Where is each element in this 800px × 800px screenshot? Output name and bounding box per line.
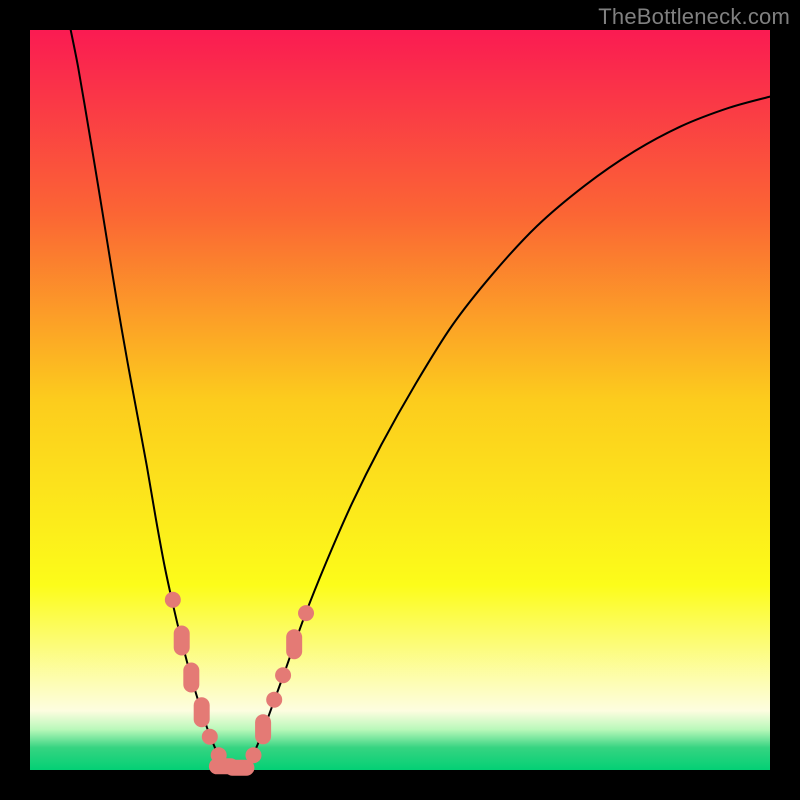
left-curve-path: [71, 30, 232, 770]
marker-pill-12: [286, 629, 302, 659]
marker-pill-11: [275, 667, 291, 683]
marker-pills: [165, 592, 314, 776]
right-curve-path: [241, 97, 770, 770]
left-curve: [71, 30, 232, 770]
marker-pill-8: [245, 747, 261, 763]
frame-rect-2: [0, 0, 30, 800]
marker-pill-2: [183, 663, 199, 693]
marker-pill-0: [165, 592, 181, 608]
plot-svg: [0, 0, 800, 800]
marker-pill-1: [174, 626, 190, 656]
frame-rect-1: [0, 770, 800, 800]
watermark-text: TheBottleneck.com: [598, 4, 790, 30]
marker-pill-4: [202, 729, 218, 745]
black-frame: [0, 0, 800, 800]
chart-root: TheBottleneck.com: [0, 0, 800, 800]
frame-rect-3: [770, 0, 800, 800]
marker-pill-13: [298, 605, 314, 621]
marker-pill-10: [266, 692, 282, 708]
marker-pill-3: [194, 697, 210, 727]
marker-pill-9: [255, 714, 271, 744]
right-curve: [241, 97, 770, 770]
